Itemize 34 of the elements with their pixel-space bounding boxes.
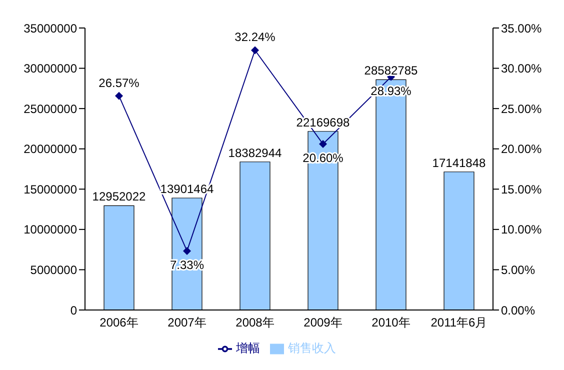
point	[183, 246, 191, 255]
data-label: 17141848	[432, 156, 486, 170]
y2-tick-label: 5.00%	[501, 262, 536, 277]
y-tick-label: 5000000	[30, 262, 78, 277]
data-label: 26.57%	[98, 76, 140, 90]
x-tick-label: 2007年	[168, 316, 206, 330]
x-tick-label: 2010年	[372, 316, 410, 330]
data-label: 18382944	[228, 146, 282, 160]
y2-tick-label: 20.00%	[501, 142, 542, 156]
data-label: 28582785	[364, 64, 418, 78]
y-tick-label: 25000000	[24, 102, 78, 116]
y2-tick-label: 10.00%	[501, 222, 542, 237]
point	[251, 46, 259, 54]
y2-tick-label: 25.00%	[501, 102, 542, 116]
y2-tick-label: 30.00%	[501, 62, 542, 76]
y-tick-label: 20000000	[24, 142, 78, 156]
x-tick-label: 2008年	[236, 316, 274, 330]
y-tick-label: 10000000	[24, 222, 78, 237]
point	[115, 92, 123, 100]
x-tick-label: 2009年	[304, 316, 342, 330]
x-tick-label: 2006年	[100, 316, 138, 330]
y-tick-label: 35000000	[24, 21, 78, 36]
y-tick-label: 30000000	[24, 62, 78, 76]
y2-tick-label: 15.00%	[501, 182, 542, 196]
x-tick-label: 2011年6月	[430, 316, 488, 330]
legend-label: 销售收入	[288, 341, 336, 355]
y2-tick-label: 35.00%	[501, 21, 542, 36]
y-tick-label: 0	[70, 303, 78, 318]
legend-label: 增幅	[236, 341, 260, 355]
data-label: 12952022	[92, 190, 146, 204]
y2-tick-label: 0.00%	[501, 303, 536, 318]
y-tick-label: 15000000	[24, 182, 78, 196]
point	[319, 140, 327, 148]
data-label: 32.24%	[234, 30, 276, 44]
